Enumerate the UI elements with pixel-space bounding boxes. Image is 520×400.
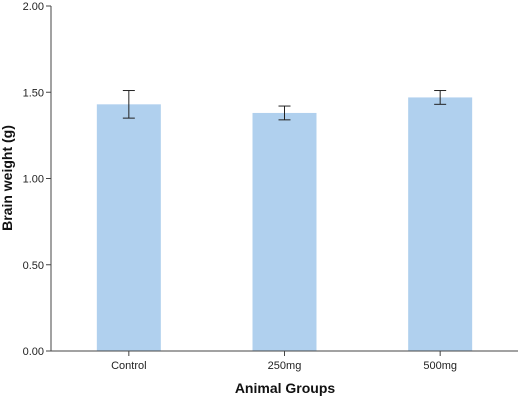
x-tick-label: 250mg <box>268 360 302 372</box>
x-tick-label: Control <box>111 360 146 372</box>
bar-250mg <box>252 112 317 351</box>
bar-control <box>96 104 161 351</box>
y-tick-label: 1.50 <box>23 87 44 99</box>
y-tick-label: 0.00 <box>23 346 44 358</box>
error-bars-group <box>122 90 447 121</box>
y-axis-ticks: 0.00 0.50 1.00 1.50 2.00 <box>23 1 51 358</box>
x-axis-ticks: Control 250mg 500mg <box>111 351 457 372</box>
y-axis-title: Brain weight (g) <box>0 125 15 231</box>
y-tick-label: 0.50 <box>23 260 44 272</box>
x-axis-title: Animal Groups <box>235 380 336 396</box>
y-tick-label: 2.00 <box>23 1 44 13</box>
x-tick-label: 500mg <box>423 360 457 372</box>
y-tick-label: 1.00 <box>23 174 44 186</box>
bar-500mg <box>408 97 473 351</box>
bars-group <box>96 97 473 351</box>
